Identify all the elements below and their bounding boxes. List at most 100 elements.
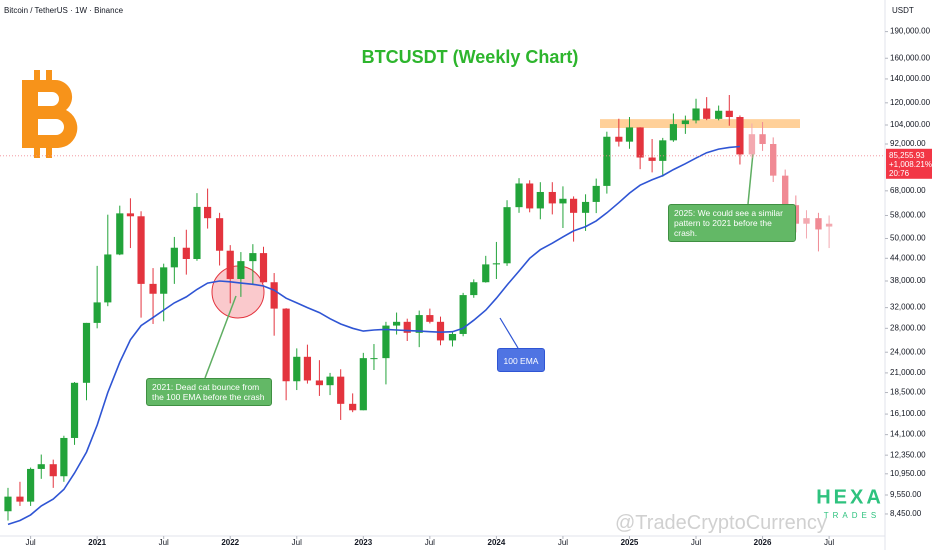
y-tick-label: 9,550.00 [890,490,922,499]
candle-body [249,253,257,262]
y-tick-label: 44,000.00 [890,253,926,262]
candle-body [370,358,378,360]
candle-body [149,283,157,294]
candle-body [825,223,833,227]
candle-body [669,124,677,141]
candle-body [49,464,57,477]
brand-watermark: TRADES [824,511,880,520]
y-tick-label: 18,500.00 [890,388,926,397]
ema-label: 100 EMA [497,348,545,372]
candle-body [326,376,334,386]
annotation-arrow [747,152,754,205]
candle-body [27,468,35,502]
candle-body [204,206,212,219]
candle-body [359,358,367,411]
candle-body [759,134,766,144]
candle-body [303,356,312,381]
candle-body [536,191,544,209]
x-tick-label: Jul [691,538,701,547]
x-tick-label: Jul [425,538,435,547]
candle-body [60,437,68,477]
candle-body [82,322,91,383]
candle-body [37,464,45,469]
candle-body [4,496,12,512]
candle-body [781,175,789,206]
y-tick-label: 160,000.00 [890,53,931,62]
candle-body [160,267,168,294]
candle-body [215,218,224,251]
candle-body [526,183,534,209]
candle-body [748,134,756,155]
x-tick-label: Jul [25,538,35,547]
annotation-arrow [204,295,237,379]
x-tick-label: Jul [824,538,834,547]
annotation: 2021: Dead cat bounce from the 100 EMA b… [146,378,272,406]
x-tick-label: Jul [558,538,568,547]
candle-body [603,136,611,186]
chart-title: BTCUSDT (Weekly Chart) [362,47,579,67]
y-tick-label: 28,000.00 [890,323,926,332]
candle-body [803,218,810,224]
candle-body [193,206,201,259]
timer-label: 20:76 [889,169,910,178]
candle-body [548,191,556,204]
x-tick-label: Jul [292,538,302,547]
candle-body [392,321,401,326]
annotation-arrow [499,317,519,349]
x-tick-label: 2022 [221,538,239,547]
x-tick-label: 2025 [621,538,639,547]
y-tick-label: 92,000.00 [890,139,926,148]
y-tick-label: 190,000.00 [890,27,931,36]
y-tick-label: 58,000.00 [890,211,926,220]
candle-body [226,250,234,279]
candle-body [581,201,590,213]
annotation: 2025: We could see a similar pattern to … [668,204,796,242]
candle-body [403,321,411,333]
candle-body [270,282,278,309]
resistance-zone [600,119,800,129]
candle-body [470,282,478,296]
candle-body [736,117,744,155]
handle-watermark: @TradeCryptoCurrency [615,512,827,534]
y-tick-label: 50,000.00 [890,234,926,243]
last-price-box [886,148,932,179]
x-tick-label: 2021 [88,538,106,547]
x-tick-label: 2024 [488,538,506,547]
candle-body [182,247,190,259]
y-tick-label: 68,000.00 [890,186,926,195]
y-tick-label: 38,000.00 [890,276,926,285]
y-tick-label: 10,950.00 [890,469,926,478]
candle-body [93,302,101,323]
candle-body [436,321,445,341]
candle-body [315,380,323,386]
candle-body [569,198,578,213]
candle-body [16,496,24,502]
candle-body [282,308,290,382]
candle-body [648,157,656,161]
candle-body [636,127,644,158]
candle-body [770,143,777,176]
ema-line [7,145,740,526]
candle-body [703,108,711,119]
candle-body [126,213,135,217]
candle-body [293,356,301,382]
candle-body [237,261,245,279]
symbol-label: Bitcoin / TetherUS · 1W · Binance [4,6,124,15]
candle-body [692,108,700,121]
currency-label: USDT [892,6,914,15]
y-tick-label: 12,350.00 [890,450,926,459]
candle-body [70,382,79,438]
candle-body [815,218,822,230]
candle-body [116,213,124,255]
x-tick-label: 2026 [754,538,772,547]
y-tick-label: 8,450.00 [890,509,922,518]
candle-body [615,136,623,142]
y-tick-label: 24,000.00 [890,347,926,356]
candle-body [137,216,145,284]
candle-body [459,295,467,334]
y-tick-label: 14,100.00 [890,430,926,439]
candle-body [725,110,733,118]
candle-body [592,185,600,202]
